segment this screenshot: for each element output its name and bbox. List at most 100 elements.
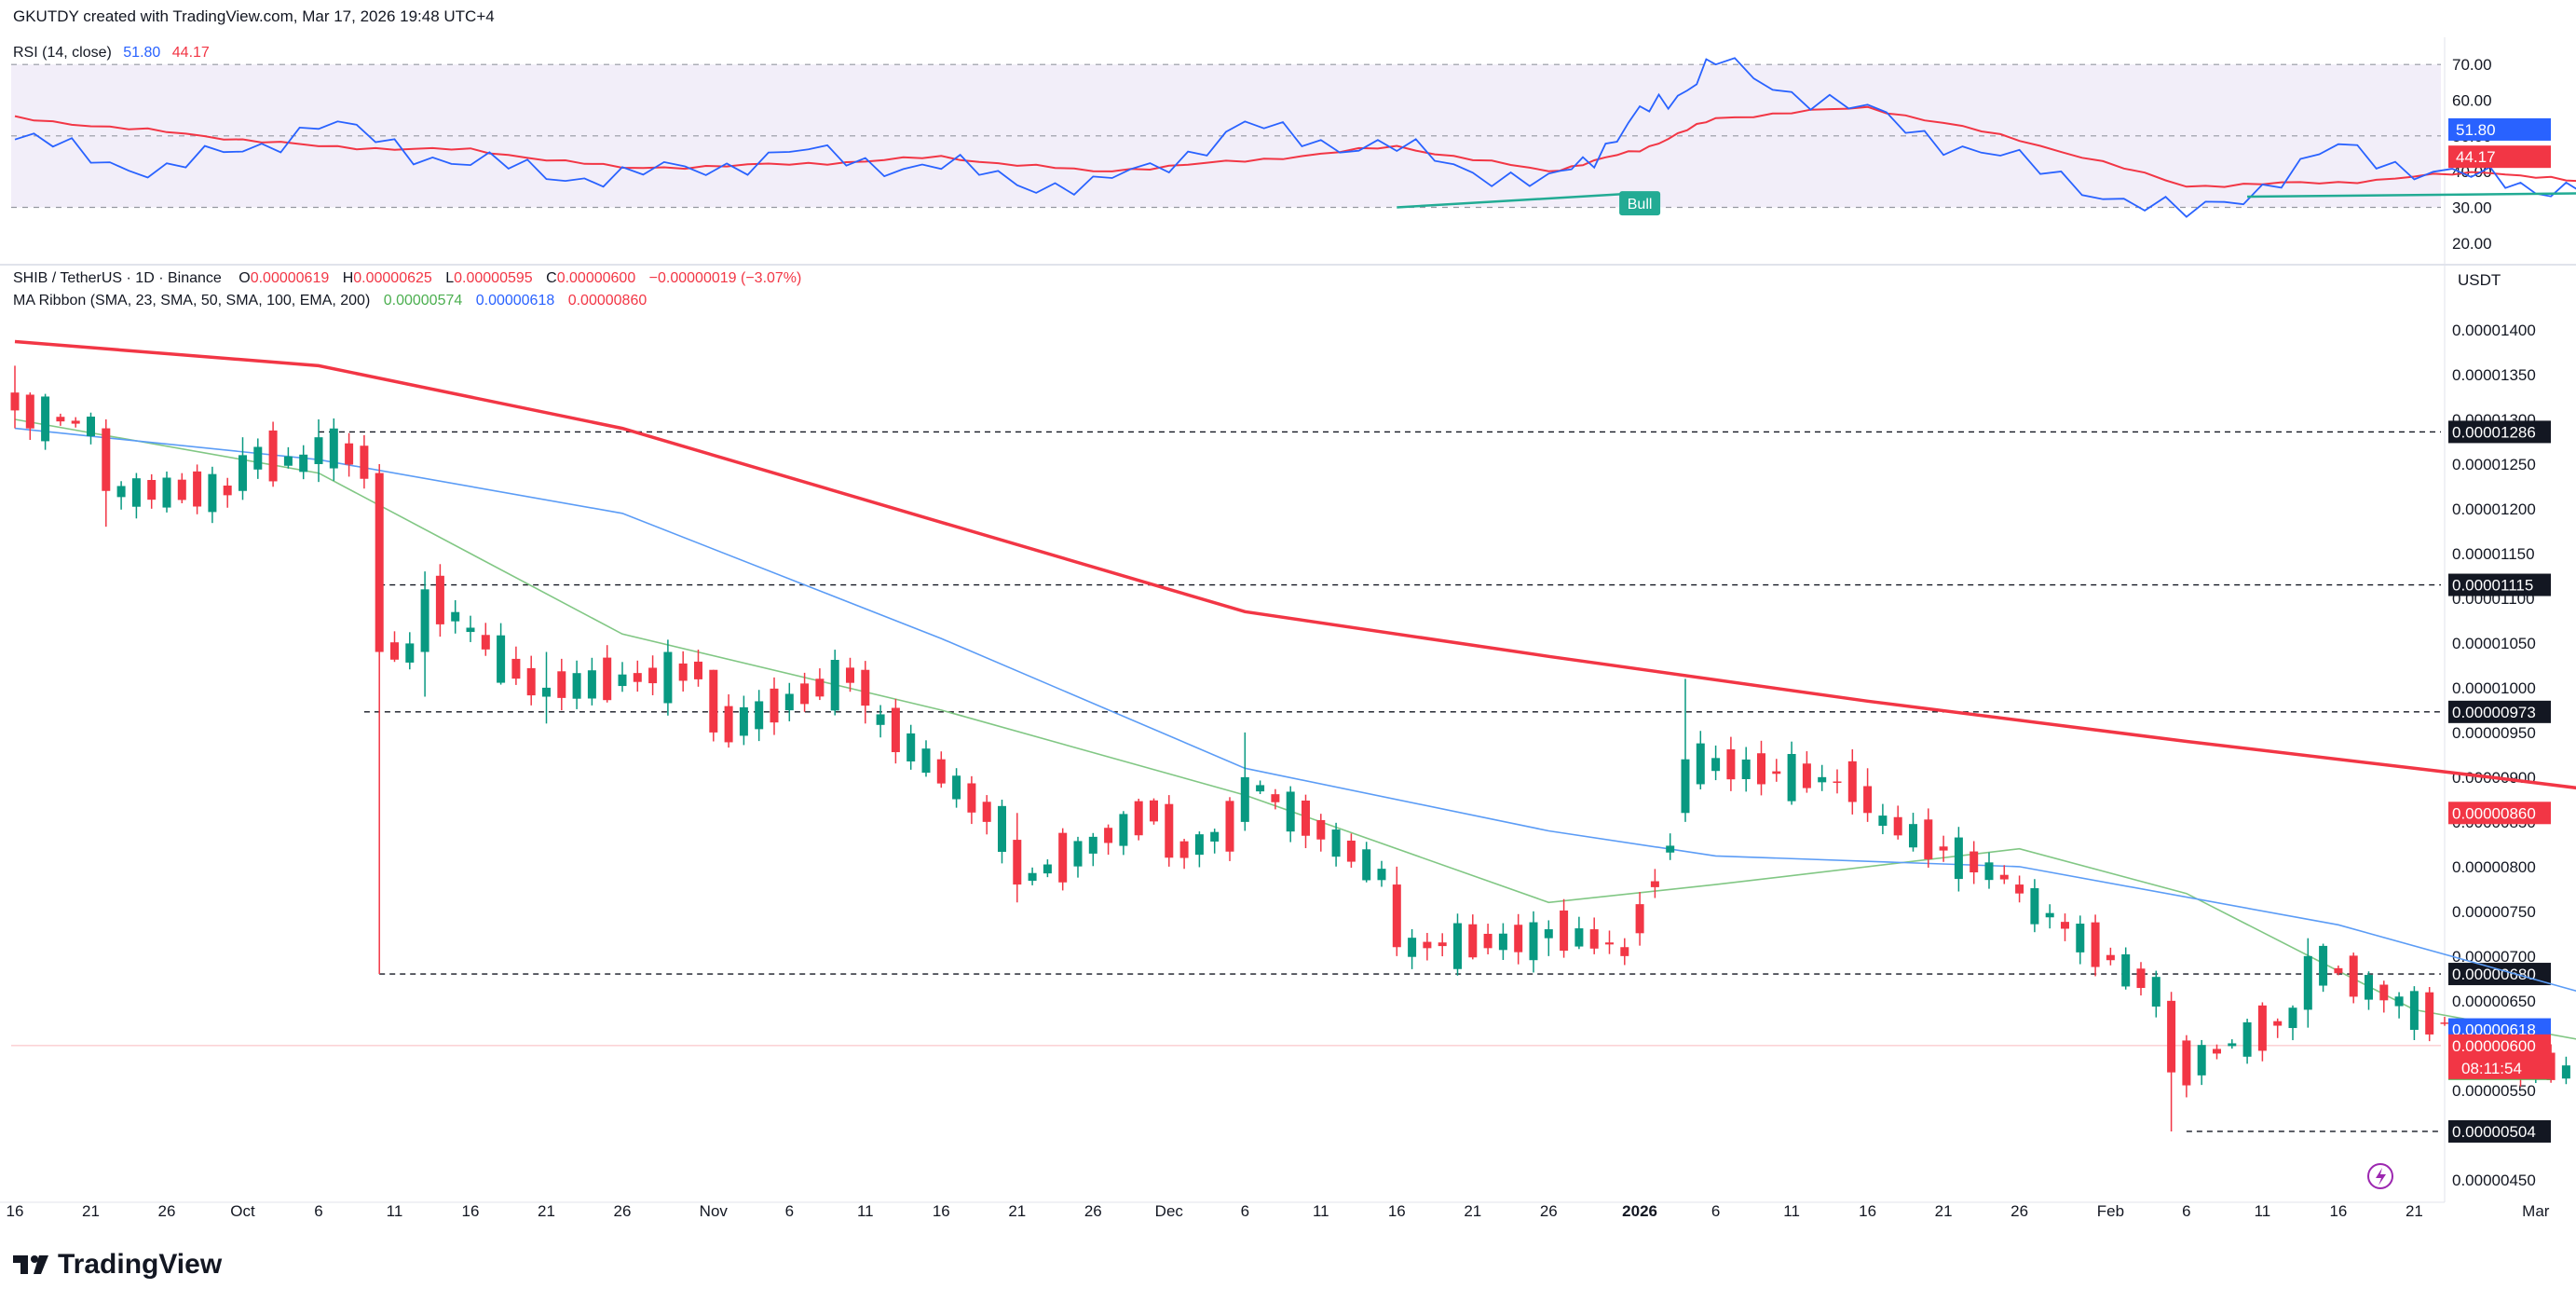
candle-body (1271, 794, 1280, 802)
candle-body (1681, 759, 1690, 814)
tradingview-logo[interactable]: TradingView (13, 1249, 222, 1281)
candle-body (1438, 942, 1447, 947)
tradingview-logo-icon (13, 1255, 48, 1274)
time-axis-tick: 6 (314, 1202, 322, 1220)
tradingview-logo-text: TradingView (58, 1249, 223, 1280)
candle-body (268, 430, 278, 482)
candle-body (2151, 977, 2160, 1007)
candle-body (1666, 845, 1675, 853)
candle-body (1058, 832, 1068, 883)
ohlc-close-label: C (546, 270, 557, 286)
level-badge-text: 0.00000680 (2452, 966, 2536, 983)
candle-body (921, 748, 931, 774)
candle-body (1802, 763, 1811, 788)
candle-body (314, 437, 323, 464)
candle-body (511, 658, 521, 679)
candle-body (2379, 984, 2389, 1001)
candle-body (1483, 933, 1492, 949)
candle-body (405, 643, 415, 663)
candle-body (1088, 836, 1097, 854)
ma-axis-badge-text: 0.00000860 (2452, 804, 2536, 822)
candle-body (1833, 781, 1842, 783)
candle-body (1589, 929, 1599, 949)
candle-body (967, 783, 976, 813)
candle-body (572, 673, 581, 699)
rsi-axis-tick: 60.00 (2452, 92, 2492, 110)
bull-label-box (1619, 191, 1661, 216)
ma-axis-badge-text: 0.00000618 (2452, 1021, 2536, 1039)
time-axis-tick: 6 (2182, 1202, 2190, 1220)
level-badge-text: 0.00001115 (2452, 577, 2533, 595)
candle-body (2121, 953, 2131, 987)
rsi-axis-badge (2448, 145, 2551, 169)
price-axis-tick: 0.00001200 (2452, 500, 2536, 518)
candle-body (2257, 1005, 2267, 1051)
level-badge (2448, 1119, 2551, 1143)
candle-body (1316, 819, 1326, 840)
time-axis-tick: 26 (1540, 1202, 1558, 1220)
rsi-legend[interactable]: RSI (14, close) 51.80 44.17 (13, 45, 210, 62)
time-axis-tick: Feb (2097, 1202, 2124, 1220)
candle-body (526, 667, 536, 696)
rsi-line (14, 57, 2576, 218)
time-axis-tick: 16 (462, 1202, 480, 1220)
candle-body (2228, 1043, 2237, 1047)
level-badge (2448, 700, 2551, 723)
price-axis-tick: 0.00001150 (2452, 545, 2535, 563)
candle-body (1286, 791, 1295, 832)
candle-body (1210, 831, 1220, 842)
time-axis-tick: 11 (2255, 1202, 2271, 1220)
rsi-axis-tick: 30.00 (2452, 199, 2492, 217)
candle-body (1392, 884, 1401, 948)
candle-body (2045, 912, 2054, 918)
time-axis-tick: 21 (1935, 1202, 1953, 1220)
candle-body (694, 661, 702, 679)
candle-body (2273, 1021, 2283, 1026)
candle-body (1043, 864, 1052, 874)
candle-body (329, 428, 338, 469)
candle-body (1423, 941, 1432, 949)
rsi-axis-badge-text: 44.17 (2456, 148, 2496, 166)
level-badge (2448, 573, 2551, 596)
price-axis-tick: 0.00001000 (2452, 679, 2536, 697)
ma-ribbon-legend[interactable]: MA Ribbon (SMA, 23, SMA, 50, SMA, 100, E… (13, 293, 647, 309)
ohlc-low-label: L (445, 270, 455, 286)
time-axis-tick: 6 (1711, 1202, 1720, 1220)
candle-body (587, 670, 596, 699)
ohlc-low: 0.00000595 (454, 270, 533, 286)
candle-body (1909, 824, 1917, 848)
candle-body (208, 473, 217, 513)
ohlc-high: 0.00000625 (353, 270, 432, 286)
candle-body (755, 701, 764, 730)
candle-body (1711, 758, 1721, 772)
candle-body (1346, 840, 1356, 862)
time-axis-tick: 16 (1388, 1202, 1406, 1220)
candle-body (1194, 834, 1204, 856)
level-badge (2448, 963, 2551, 986)
price-axis-tick: 0.00001050 (2452, 635, 2536, 652)
candle-body (1818, 776, 1827, 783)
level-badge-text: 0.00000973 (2452, 704, 2536, 721)
time-axis-tick: Dec (1155, 1202, 1184, 1220)
time-axis-tick: 11 (387, 1202, 403, 1220)
candle-body (1650, 881, 1659, 887)
candle-body (2440, 1022, 2449, 1024)
candle-body (1544, 929, 1553, 939)
candle-body (1331, 829, 1341, 857)
price-axis-tick: 0.00000950 (2452, 724, 2536, 742)
candle-body (253, 446, 263, 470)
ohlc-open-label: O (239, 270, 251, 286)
candle-body (1787, 753, 1796, 802)
candle-body (1302, 800, 1310, 836)
symbol-legend[interactable]: SHIB / TetherUS · 1D · Binance O0.000006… (13, 270, 801, 287)
candle-body (25, 394, 34, 429)
lightning-icon[interactable] (2367, 1163, 2393, 1189)
candle-body (162, 477, 171, 508)
candle-body (2409, 991, 2419, 1030)
ohlc-open: 0.00000619 (250, 270, 330, 286)
candle-body (739, 706, 748, 736)
time-axis-tick: 6 (1241, 1202, 1249, 1220)
rsi-axis-badge (2448, 117, 2551, 141)
candle-body (1362, 849, 1371, 881)
